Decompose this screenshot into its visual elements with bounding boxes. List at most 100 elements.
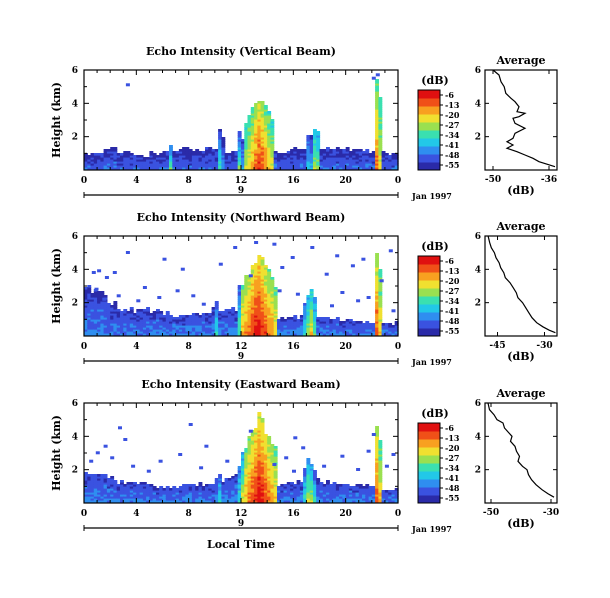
heatmap-cell — [388, 325, 393, 328]
heatmap-cell — [257, 147, 262, 150]
heatmap-cell — [142, 313, 147, 316]
heatmap-cell — [358, 151, 363, 154]
heatmap-cell — [358, 486, 363, 489]
heatmap-cell — [326, 153, 330, 156]
heatmap-cell — [322, 321, 327, 324]
heatmap-cell — [218, 147, 222, 150]
heatmap-cell — [273, 478, 278, 481]
heatmap-cell — [149, 329, 154, 332]
heatmap-cell — [211, 307, 216, 310]
heatmap-cell — [241, 311, 245, 314]
heatmap-cell — [254, 285, 258, 288]
heatmap-cell — [329, 319, 334, 322]
heatmap-cell — [172, 329, 177, 332]
heatmap-cell — [316, 494, 321, 497]
heatmap-cell — [106, 307, 111, 310]
heatmap-cell — [93, 155, 98, 158]
heatmap-cell — [93, 329, 98, 332]
heatmap-cell — [303, 327, 307, 330]
heatmap-cell — [332, 482, 337, 485]
heatmap-cell — [270, 329, 275, 332]
heatmap-cell — [126, 151, 131, 154]
heatmap-cell — [178, 319, 183, 322]
heatmap-cell — [263, 293, 268, 296]
heatmap-cell — [267, 474, 272, 477]
heatmap-cell — [126, 494, 131, 497]
heatmap-cell — [306, 474, 311, 477]
heatmap-cell — [267, 472, 272, 475]
heatmap-cell — [250, 157, 255, 160]
heatmap-cell — [267, 167, 272, 170]
heatmap-cell — [335, 149, 340, 152]
heatmap-cell — [290, 317, 294, 320]
heatmap-cell — [113, 161, 118, 164]
heatmap-cell — [267, 470, 272, 473]
heatmap-cell — [322, 490, 327, 493]
heatmap-cell — [313, 472, 317, 475]
heatmap-cell — [241, 145, 245, 148]
heatmap-cell — [260, 470, 265, 473]
heatmap-cell — [257, 151, 262, 154]
heatmap-cell — [237, 285, 242, 288]
heatmap-cell — [214, 484, 219, 487]
heatmap-cell — [129, 327, 134, 330]
heatmap-cell — [97, 167, 101, 170]
heatmap-cell — [352, 163, 357, 166]
heatmap-cell — [241, 454, 245, 457]
average-y-tick-label: 4 — [475, 99, 481, 109]
heatmap-cell — [260, 101, 265, 104]
heatmap-cell — [263, 464, 268, 467]
heatmap-cell — [306, 315, 311, 318]
heatmap-cell — [375, 492, 379, 495]
heatmap-cell — [378, 135, 383, 138]
heatmap-cell — [146, 329, 150, 332]
heatmap-cell — [100, 482, 105, 485]
heatmap-cell — [182, 149, 186, 152]
heatmap-cell — [227, 331, 232, 334]
heatmap-cell — [103, 307, 108, 310]
heatmap-cell — [326, 490, 330, 493]
heatmap-cell — [319, 167, 324, 170]
heatmap-cell — [267, 496, 272, 499]
heatmap-cell — [110, 492, 115, 495]
heatmap-cell — [123, 157, 128, 160]
heatmap-cell — [378, 488, 383, 491]
heatmap-cell — [254, 484, 258, 487]
heatmap-cell — [313, 476, 317, 479]
heatmap-cell — [257, 129, 262, 132]
heatmap-cell — [241, 480, 245, 483]
heatmap-cell — [378, 500, 383, 503]
heatmap-cell — [254, 121, 258, 124]
heatmap-cell — [303, 472, 307, 475]
heatmap-cell — [142, 165, 147, 168]
heatmap-cell — [198, 484, 203, 487]
heatmap-cell — [218, 494, 222, 497]
heatmap-cell — [106, 315, 111, 318]
heatmap-cell — [172, 323, 177, 326]
heatmap-cell — [224, 165, 229, 168]
heatmap-cell — [286, 486, 291, 489]
heatmap-cell — [247, 121, 252, 124]
heatmap-cell — [394, 331, 399, 334]
heatmap-cell — [103, 329, 108, 332]
heatmap-cell — [84, 476, 88, 479]
heatmap-cell — [103, 309, 108, 312]
heatmap-cell — [136, 157, 141, 160]
heatmap-cell — [201, 331, 206, 334]
heatmap-cell — [87, 295, 92, 298]
heatmap-cell — [182, 329, 186, 332]
heatmap-cell — [250, 490, 255, 493]
heatmap-cell — [309, 141, 314, 144]
heatmap-cell — [247, 496, 252, 499]
scatter-pixel — [233, 246, 238, 249]
heatmap-cell — [375, 325, 379, 328]
heatmap-cell — [270, 452, 275, 455]
heatmap-cell — [195, 327, 200, 330]
heatmap-cell — [296, 482, 301, 485]
heatmap-cell — [293, 167, 298, 170]
heatmap-cell — [195, 149, 200, 152]
heatmap-cell — [283, 167, 288, 170]
heatmap-cell — [257, 498, 262, 501]
heatmap-cell — [313, 141, 317, 144]
heatmap-cell — [371, 157, 376, 160]
